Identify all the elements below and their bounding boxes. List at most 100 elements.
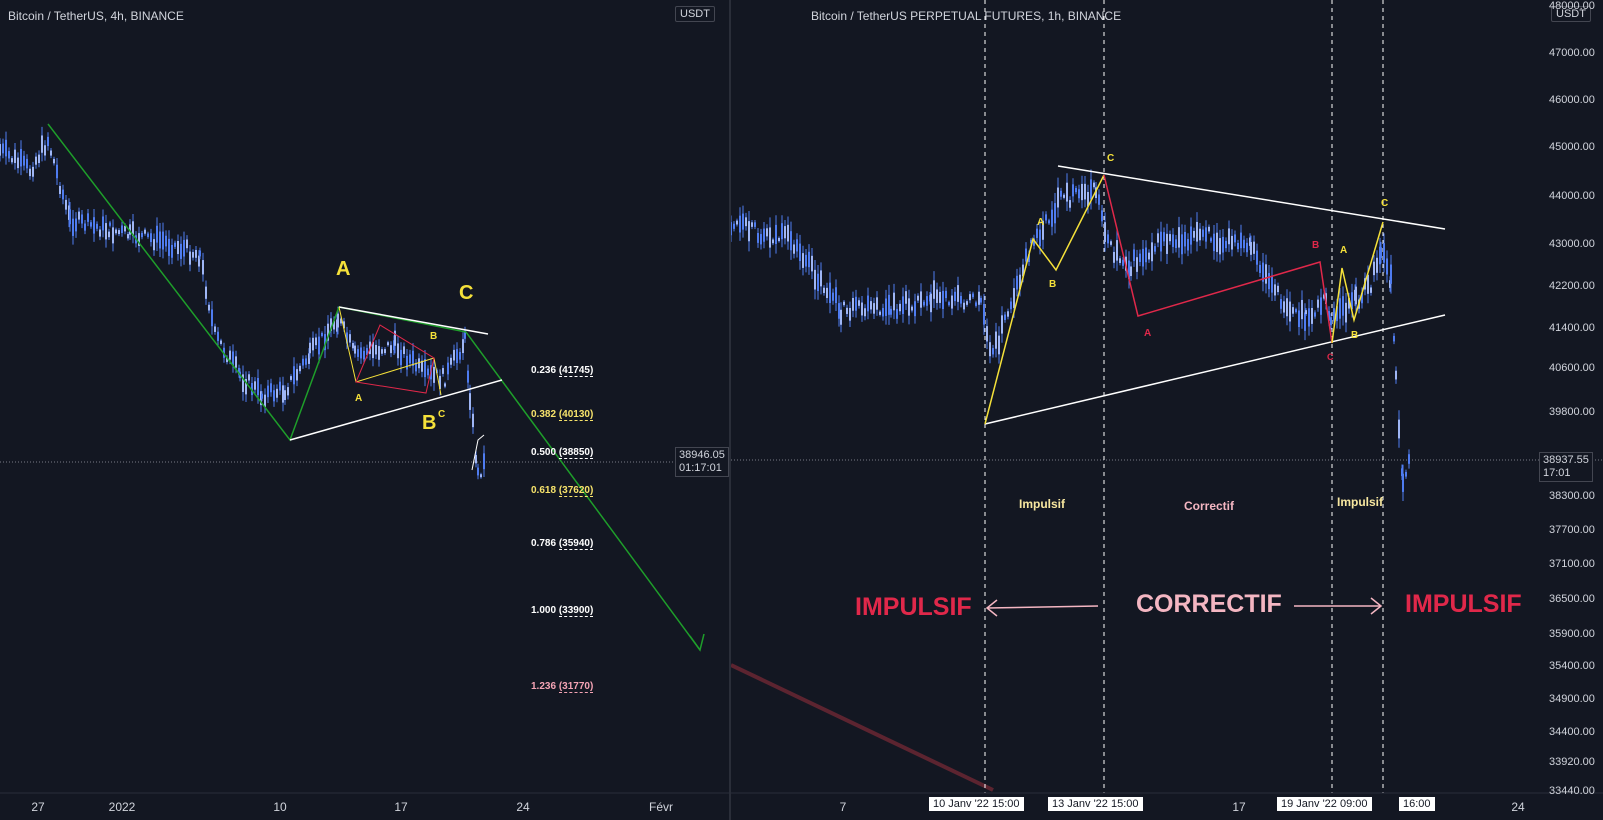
candle-body (951, 295, 953, 309)
candle-body (1025, 248, 1027, 262)
subwave-label-a: A (355, 393, 363, 404)
candle-body (1142, 248, 1144, 267)
candle-body (1240, 232, 1242, 249)
candle-body (835, 287, 837, 304)
candle-body (290, 376, 292, 380)
candle-body (793, 244, 795, 254)
fib-price: (41745) (558, 365, 594, 377)
candle-body (387, 342, 389, 346)
candle-body (1160, 231, 1162, 252)
candle-body (832, 292, 834, 301)
candle-body (890, 308, 892, 315)
right-price-tick: 41400.00 (1549, 322, 1595, 334)
candle-body (144, 229, 146, 234)
white-small-arrow (471, 434, 485, 471)
candle-body (480, 474, 482, 478)
candle-body (84, 223, 86, 231)
candle-body (1069, 200, 1071, 208)
candle-body (56, 164, 58, 179)
left-currency-label[interactable]: USDT (675, 6, 715, 22)
candle-body (1075, 187, 1077, 193)
right-price-tick: 39800.00 (1549, 406, 1595, 418)
candle-body (763, 228, 765, 242)
candle-body (1139, 253, 1141, 262)
candle-body (384, 349, 386, 354)
candle-body (811, 255, 813, 272)
candle-body (403, 346, 405, 355)
candle-body (817, 273, 819, 292)
candle-body (1184, 231, 1186, 247)
pink-arrow-left (986, 605, 1099, 609)
candle-body (914, 301, 916, 317)
left-chart-title: Bitcoin / TetherUS, 4h, BINANCE (8, 9, 184, 23)
candle-body (1122, 259, 1124, 266)
candle-body (208, 304, 210, 311)
candle-body (1355, 286, 1357, 305)
candle-body (279, 381, 281, 391)
candle-body (483, 453, 485, 470)
candle-body (1033, 238, 1035, 246)
candle-body (1311, 308, 1313, 324)
candle-body (264, 394, 266, 408)
candle-body (357, 349, 359, 357)
right-chart-canvas[interactable] (731, 0, 1603, 820)
candle-body (826, 287, 828, 299)
right-price-tick: 33440.00 (1549, 785, 1595, 797)
candle-body (998, 335, 1000, 355)
candle-body (917, 295, 919, 301)
candle-body (969, 294, 971, 301)
candle-body (1001, 315, 1003, 334)
candle-body (933, 280, 935, 299)
candle-body (978, 291, 980, 305)
candle-body (1333, 308, 1335, 322)
red-triangle (355, 324, 435, 394)
candle-body (867, 295, 869, 312)
candle-body (849, 307, 851, 321)
yellow-impulse-line-2 (1331, 221, 1384, 344)
candle-body (1274, 284, 1276, 296)
candle-body (346, 332, 348, 344)
candle-body (453, 349, 455, 361)
candle-body (305, 358, 307, 365)
candle-body (199, 250, 201, 257)
candle-body (267, 385, 269, 398)
candle-body (47, 136, 49, 147)
candle-body (1328, 311, 1330, 321)
candle-body (41, 135, 43, 153)
candle-body (888, 294, 890, 315)
candle-body (902, 296, 904, 314)
candle-body (893, 292, 895, 311)
candle-body (132, 221, 134, 236)
candle-body (1187, 239, 1189, 251)
subwave-label-b: B (430, 331, 438, 342)
left-chart-pane[interactable]: Bitcoin / TetherUS, 4h, BINANCE USDT 560… (0, 0, 729, 820)
pane-divider[interactable] (729, 0, 731, 820)
candle-body (1154, 246, 1156, 252)
candle-body (972, 293, 974, 298)
candle-body (992, 348, 994, 355)
right-price-tick: 43000.00 (1549, 238, 1595, 250)
left-chart-canvas[interactable] (0, 0, 729, 820)
r-wave-red-b: B (1312, 240, 1320, 251)
candle-body (1104, 222, 1106, 242)
right-chart-pane[interactable]: Bitcoin / TetherUS PERPETUAL FUTURES, 1h… (731, 0, 1603, 820)
candle-body (352, 343, 354, 349)
candle-body (340, 318, 342, 324)
candle-body (1193, 231, 1195, 238)
candle-body (1351, 292, 1353, 310)
candle-body (1301, 299, 1303, 320)
candle-body (899, 303, 901, 312)
candle-body (442, 368, 444, 374)
candle-body (808, 251, 810, 268)
candle-body (360, 347, 362, 359)
candle-body (920, 291, 922, 308)
candle-body (238, 367, 240, 375)
candle-body (858, 300, 860, 306)
phase-label-impulsif-1: Impulsif (1019, 497, 1066, 511)
candle-body (823, 287, 825, 293)
right-countdown: 17:01 (1543, 467, 1571, 479)
right-price-tick: 34400.00 (1549, 726, 1595, 738)
fib-ratio: 0.786 (531, 538, 559, 549)
right-currency-label[interactable]: USDT (1551, 6, 1591, 22)
candle-body (333, 320, 335, 330)
